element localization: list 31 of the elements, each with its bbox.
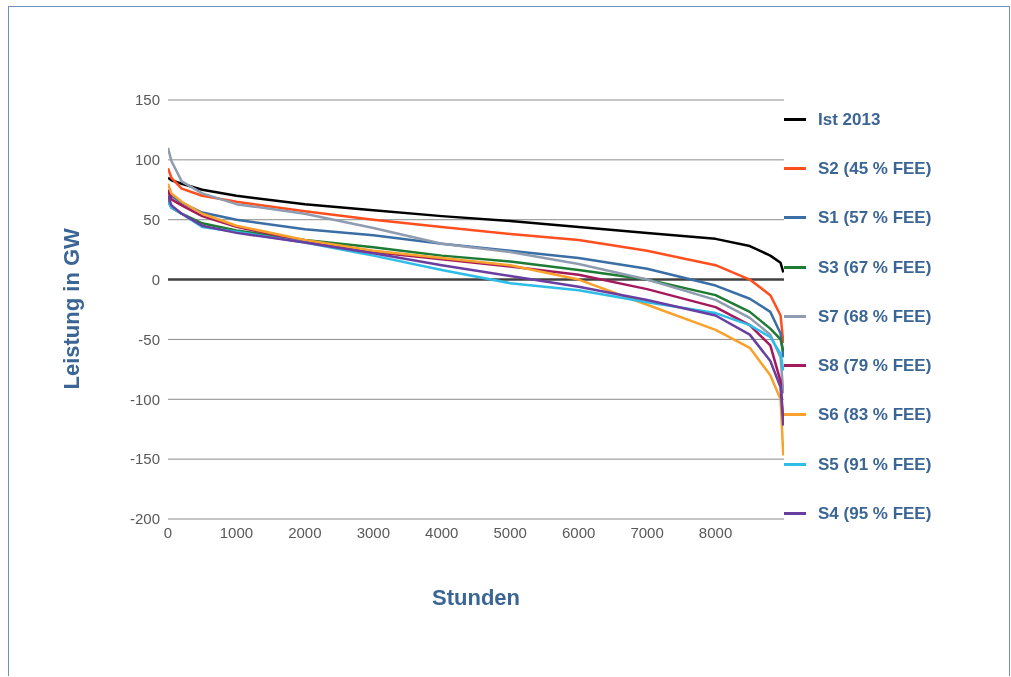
x-tick-label: 5000 [493, 523, 527, 541]
legend-label: S5 (91 % FEE) [818, 454, 932, 475]
y-tick-label: -50 [138, 330, 160, 348]
legend-label: S7 (68 % FEE) [818, 306, 932, 327]
x-tick-label: 4000 [425, 523, 459, 541]
legend-label: S3 (67 % FEE) [818, 257, 932, 278]
x-tick-label: 3000 [356, 523, 391, 541]
line-series [168, 166, 784, 345]
y-tick-label: -100 [129, 390, 160, 408]
y-tick-label: 100 [134, 151, 160, 169]
x-axis-title: Stunden [432, 585, 520, 610]
legend-label: S1 (57 % FEE) [818, 208, 932, 229]
legend-label: Ist 2013 [818, 109, 881, 130]
legend-label: S2 (45 % FEE) [818, 158, 932, 179]
y-tick-label: 150 [134, 91, 160, 109]
legend-label: S4 (95 % FEE) [818, 504, 932, 525]
x-tick-label: 8000 [698, 523, 733, 541]
y-tick-label: 0 [151, 270, 160, 288]
x-tick-label: 0 [163, 523, 173, 541]
y-tick-label: 50 [143, 211, 160, 229]
x-tick-label: 1000 [219, 523, 254, 541]
legend-label: S8 (79 % FEE) [818, 356, 932, 377]
x-tick-label: 7000 [630, 523, 664, 541]
y-axis-title: Leistung in GW [58, 227, 84, 390]
x-tick-label: 2000 [288, 523, 322, 541]
x-tick-label: 6000 [561, 523, 596, 541]
line-series [168, 176, 784, 274]
y-tick-label: -200 [129, 510, 160, 528]
legend-label: S6 (83 % FEE) [818, 405, 932, 426]
y-tick-label: -150 [129, 450, 160, 468]
line-series [168, 146, 784, 395]
